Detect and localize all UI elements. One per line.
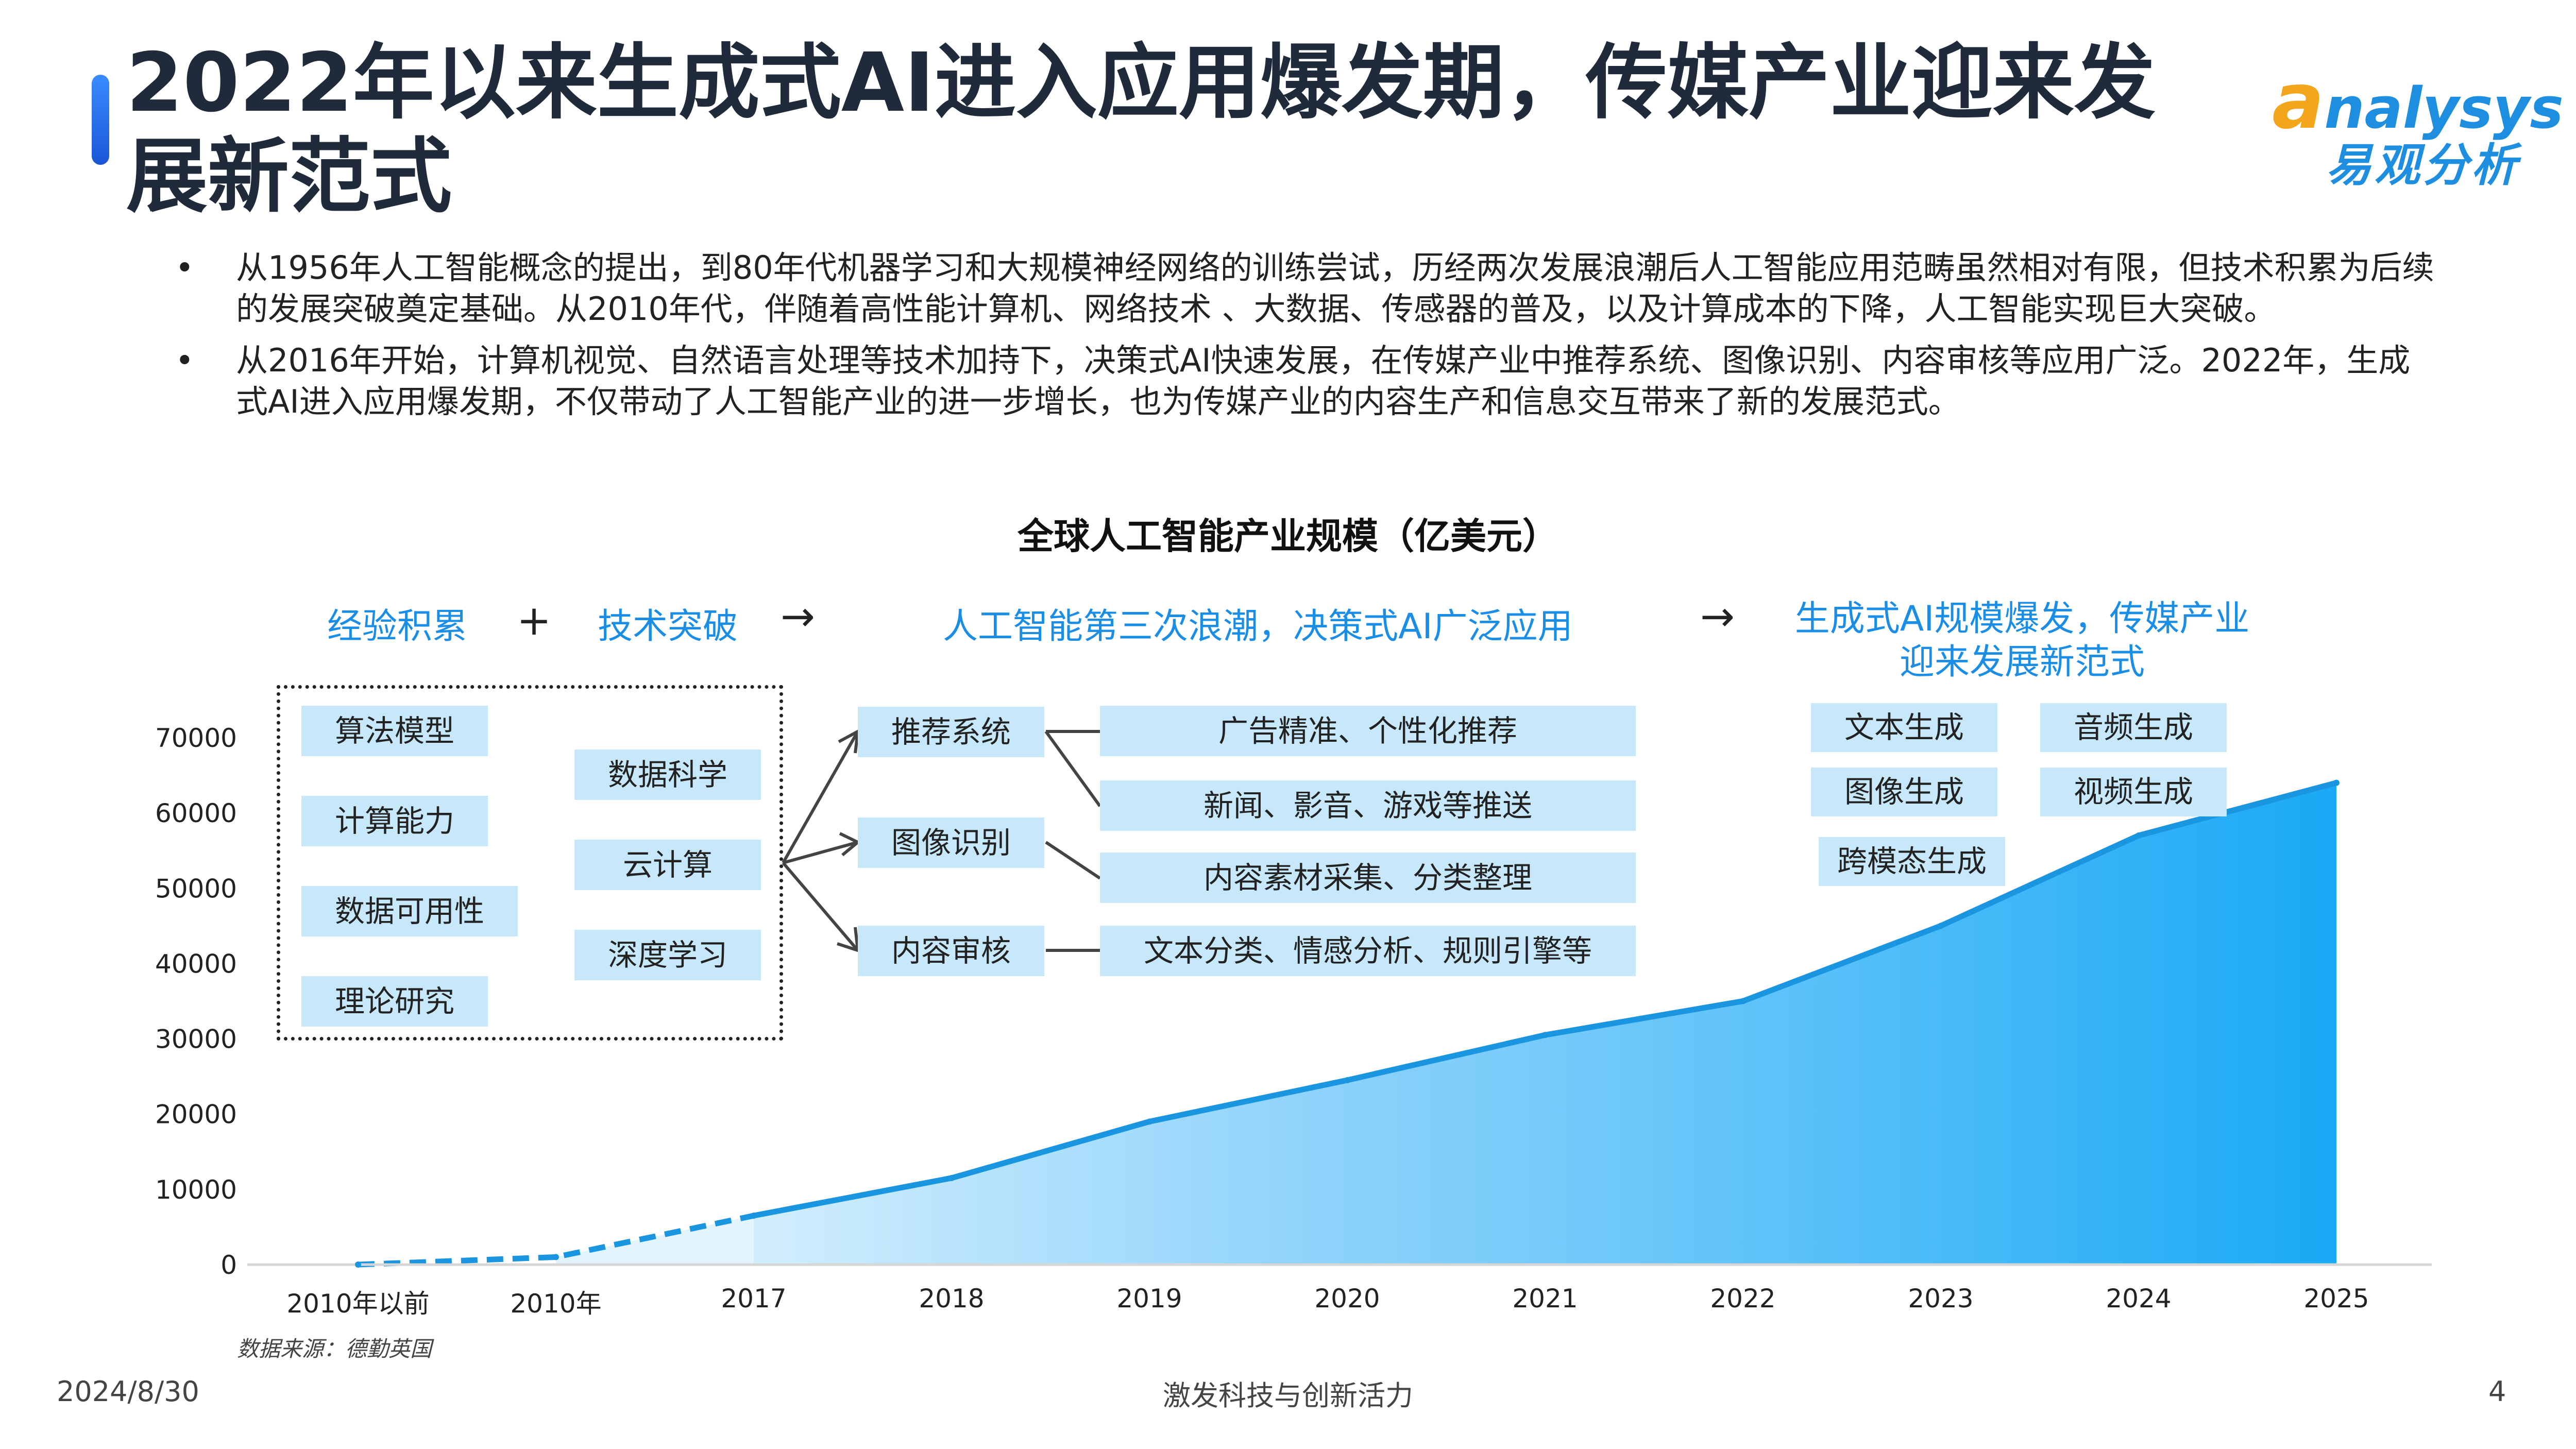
data-point [1542,1032,1548,1038]
data-point [2333,779,2340,786]
data-source-note: 数据来源：德勤英国 [237,1336,432,1361]
connector-line [782,730,859,864]
y-tick-label: 10000 [155,1175,237,1205]
tech-box: 云计算 [574,840,761,890]
arrow-right-icon: → [781,592,816,640]
data-point [553,1254,559,1260]
y-tick-label: 40000 [155,949,237,979]
data-point [948,1174,955,1181]
logo-text-en: nalysys [2324,75,2564,141]
genai-box: 图像生成 [1811,768,1997,816]
data-point [1344,1077,1350,1083]
arrow-right-icon: → [1700,592,1735,640]
application-box: 内容素材采集、分类整理 [1100,853,1636,903]
x-tick-label: 2019 [1116,1284,1182,1314]
data-point [2136,832,2142,839]
page-title: 2022年以来生成式AI进入应用爆发期，传媒产业迎来发展新范式 [126,36,2156,224]
bullet-marker: • [175,342,194,379]
plus-sign: + [517,596,552,644]
data-point [355,1262,361,1268]
x-tick-label: 2010年 [510,1289,601,1319]
stage-third-wave: 人工智能第三次浪潮，决策式AI广泛应用 [943,606,1573,647]
bullet-item: • 从2016年开始，计算机视觉、自然语言处理等技术加持下，决策式AI快速发展，… [175,340,2442,422]
foundation-box: 算法模型 [301,706,488,756]
genai-box: 跨模态生成 [1819,837,2005,886]
stage-genai-line2: 迎来发展新范式 [1899,642,2145,683]
connector-line [1045,841,1101,880]
data-point [1146,1118,1153,1125]
x-tick-label: 2018 [919,1284,984,1314]
page-number: 4 [2488,1375,2506,1408]
x-tick-label: 2020 [1314,1284,1380,1314]
foundation-group-frame [277,685,783,1041]
connector-line [783,841,858,864]
bullet-marker: • [175,249,194,286]
application-box: 广告精准、个性化推荐 [1100,706,1636,756]
title-accent-bar [92,75,109,165]
stage-tech-breakthrough: 技术突破 [598,606,738,647]
area-fill [754,782,2336,1265]
genai-box: 文本生成 [1811,703,1997,752]
decision-ai-box: 图像识别 [858,817,1044,868]
footer-date: 2024/8/30 [57,1375,199,1408]
chart-title: 全球人工智能产业规模（亿美元） [1018,515,1558,557]
x-tick-label: 2024 [2106,1284,2171,1314]
x-tick-label: 2010年以前 [286,1289,429,1319]
data-point [751,1213,757,1219]
foundation-box: 计算能力 [301,796,488,846]
application-box: 新闻、影音、游戏等推送 [1100,780,1636,831]
stage-genai-line1: 生成式AI规模爆发，传媒产业 [1794,599,2250,639]
stage-experience: 经验积累 [327,606,468,647]
foundation-box: 理论研究 [301,976,488,1027]
foundation-box: 数据可用性 [301,886,518,936]
brand-logo: analysys [2272,57,2564,146]
genai-box: 音频生成 [2040,703,2227,752]
logo-letter-a: a [2272,57,2325,146]
y-tick-label: 30000 [155,1025,237,1054]
data-point [1938,923,1944,929]
x-tick-label: 2017 [721,1284,786,1314]
series-line-dashed [358,1213,755,1268]
genai-box: 视频生成 [2040,768,2227,816]
decision-ai-box: 内容审核 [858,926,1044,976]
footer-slogan: 激发科技与创新活力 [1163,1379,1413,1412]
connector-line [1044,730,1101,807]
x-tick-label: 2021 [1512,1284,1578,1314]
stage-genai: 生成式AI规模爆发，传媒产业 迎来发展新范式 [1752,598,2293,684]
y-tick-label: 60000 [155,798,237,828]
y-tick-label: 20000 [155,1100,237,1130]
x-tick-label: 2025 [2303,1284,2369,1314]
application-box: 文本分类、情感分析、规则引擎等 [1100,926,1636,976]
y-tick-label: 50000 [155,874,237,904]
flow-connectors [782,728,1101,953]
x-tick-label: 2022 [1710,1284,1775,1314]
bullet-text: 从1956年人工智能概念的提出，到80年代机器学习和大规模神经网络的训练尝试，历… [236,249,2434,328]
connector-line [782,862,859,951]
tech-box: 深度学习 [574,930,761,980]
bullet-item: • 从1956年人工智能概念的提出，到80年代机器学习和大规模神经网络的训练尝试… [175,247,2442,330]
logo-text-cn: 易观分析 [2326,139,2520,192]
bullet-text: 从2016年开始，计算机视觉、自然语言处理等技术加持下，决策式AI快速发展，在传… [236,342,2411,420]
y-tick-label: 70000 [155,723,237,753]
tech-box: 数据科学 [574,749,761,800]
x-tick-label: 2023 [1908,1284,1973,1314]
y-tick-label: 0 [221,1250,237,1280]
data-point [1740,998,1746,1004]
decision-ai-box: 推荐系统 [858,707,1044,757]
